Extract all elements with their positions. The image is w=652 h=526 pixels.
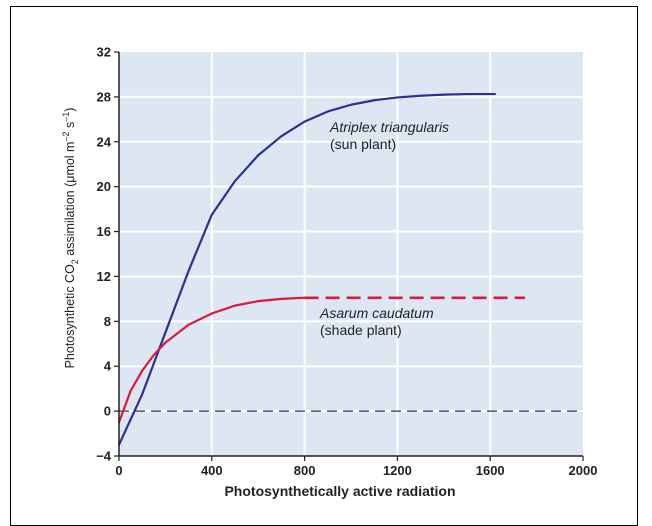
y-tick-label: 20 [97, 179, 111, 194]
x-tick-label: 0 [115, 463, 122, 478]
y-tick-label: 28 [97, 89, 111, 104]
y-tick-label: 8 [104, 314, 111, 329]
y-axis-title-end: ) [63, 108, 77, 112]
x-axis-title: Photosynthetically active radiation [224, 483, 455, 499]
y-axis-title-middle: assimilation (μmol m [63, 142, 77, 260]
y-tick-label: 24 [97, 134, 112, 149]
x-tick-label: 800 [294, 463, 316, 478]
y-axis-title-sup2: –1 [61, 112, 71, 122]
series-line-0 [117, 92, 496, 446]
shade-plant-type-label: (shade plant) [320, 322, 402, 338]
y-tick-label: 12 [97, 269, 111, 284]
x-tick-label: 1600 [476, 463, 505, 478]
grid [119, 52, 583, 456]
sun-plant-species-label: Atriplex triangularis [329, 119, 449, 135]
y-axis-title-prefix: Photosynthetic CO [63, 264, 77, 368]
y-tick-label: 4 [104, 359, 112, 374]
y-tick-label: 0 [104, 404, 111, 419]
y-tick-label: −4 [96, 449, 112, 464]
y-axis-title-sub: 2 [70, 259, 80, 264]
series-line-1 [117, 296, 306, 424]
y-tick-label: 16 [97, 224, 111, 239]
x-tick-label: 400 [201, 463, 223, 478]
series-group [117, 92, 525, 446]
y-axis-title: Photosynthetic CO2 assimilation (μmol m–… [61, 108, 80, 369]
plot-area [119, 52, 583, 456]
y-axis-title-sup1: –2 [61, 132, 71, 142]
y-axis-title-gap: s [63, 122, 77, 132]
x-tick-label: 2000 [569, 463, 598, 478]
sun-plant-type-label: (sun plant) [330, 136, 396, 152]
axes [114, 51, 584, 461]
shade-plant-species-label: Asarum caudatum [319, 305, 434, 321]
x-tick-label: 1200 [383, 463, 412, 478]
y-tick-label: 32 [97, 45, 111, 60]
